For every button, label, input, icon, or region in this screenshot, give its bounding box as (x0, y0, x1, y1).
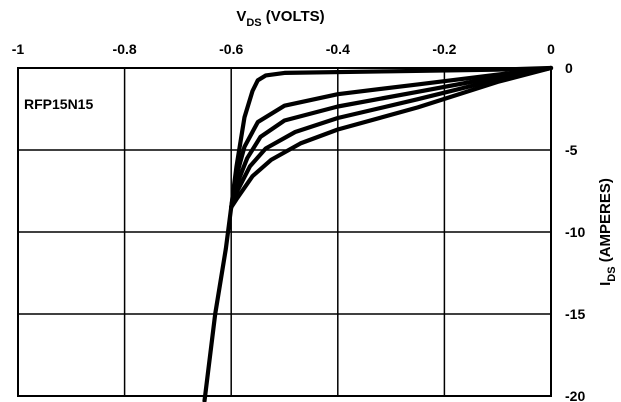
curves (202, 65, 554, 402)
x-tick-label: -0.4 (326, 41, 350, 57)
curve-3 (229, 65, 554, 210)
x-axis-title: VDS (VOLTS) (236, 8, 324, 29)
x-tick-label: -0.2 (432, 41, 456, 57)
x-tick-label: 0 (547, 41, 555, 57)
part-number-label: RFP15N15 (24, 96, 93, 112)
curve-4 (229, 65, 554, 210)
curve-2 (229, 65, 554, 210)
y-tick-labels: 0 -5 -10 -15 -20 (565, 60, 585, 402)
y-tick-label: -15 (565, 306, 585, 322)
x-tick-label: -0.6 (219, 41, 243, 57)
y-tick-label: -5 (565, 142, 578, 158)
curve-5 (229, 65, 554, 210)
x-tick-label: -0.8 (113, 41, 137, 57)
y-tick-label: 0 (565, 60, 573, 76)
curve-1 (202, 65, 554, 402)
plot-frame (17, 67, 552, 397)
y-tick-label: -10 (565, 224, 585, 240)
x-tick-label: -1 (12, 41, 25, 57)
x-tick-labels: -1 -0.8 -0.6 -0.4 -0.2 0 (12, 41, 555, 57)
y-tick-label: -20 (565, 388, 585, 402)
y-axis-title: IDS (AMPERES) (597, 178, 618, 286)
grid (17, 67, 552, 397)
